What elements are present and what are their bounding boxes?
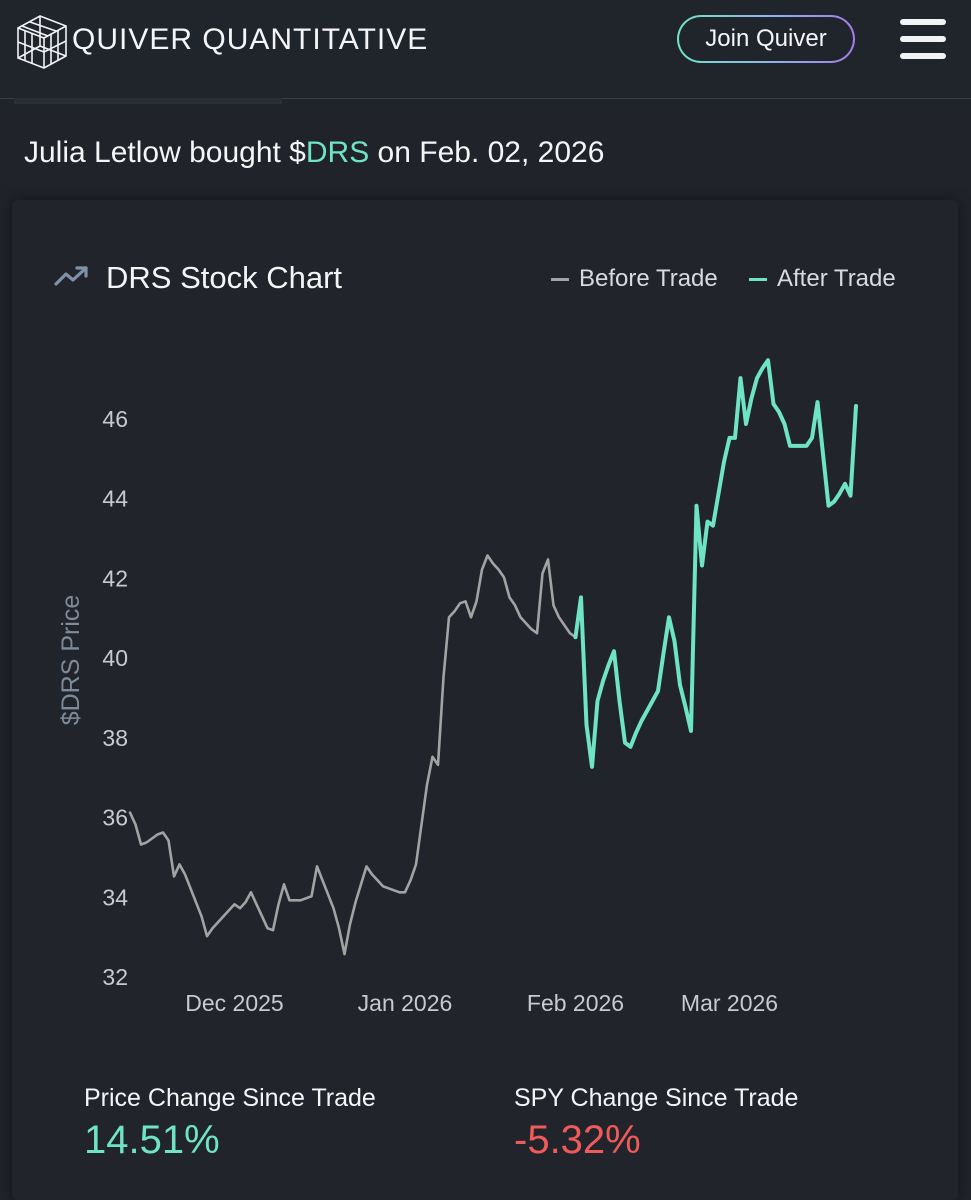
- chart-title: DRS Stock Chart: [106, 260, 343, 295]
- legend-before-swatch: [551, 277, 569, 281]
- trade-headline-suffix: on Feb. 02, 2026: [369, 136, 605, 169]
- series-line-after-trade[interactable]: [573, 358, 858, 769]
- x-tick-label: Jan 2026: [358, 990, 453, 1016]
- quiver-cube-logo-icon[interactable]: [16, 14, 68, 70]
- hamburger-menu-icon[interactable]: [900, 19, 946, 59]
- legend-after-swatch: [749, 277, 767, 281]
- y-tick-label: 38: [102, 725, 128, 751]
- x-tick-label: Dec 2025: [185, 990, 283, 1016]
- price-change-value: 14.51%: [84, 1118, 220, 1162]
- legend-before-label: Before Trade: [579, 265, 718, 292]
- price-change-label: Price Change Since Trade: [84, 1084, 376, 1112]
- y-tick-label: 34: [102, 884, 128, 910]
- spy-change-label: SPY Change Since Trade: [514, 1084, 799, 1112]
- y-axis-label: $DRS Price: [57, 595, 85, 726]
- y-tick-label: 40: [102, 645, 128, 671]
- legend-after-trade[interactable]: After Trade: [749, 264, 896, 294]
- legend-after-label: After Trade: [777, 265, 896, 292]
- spy-change-value: -5.32%: [514, 1118, 641, 1162]
- x-tick-label: Feb 2026: [527, 990, 624, 1016]
- header-tab-shadow: [14, 98, 282, 104]
- y-tick-label: 42: [102, 565, 128, 591]
- legend-before-trade[interactable]: Before Trade: [551, 264, 718, 294]
- trade-headline: Julia Letlow bought $DRS on Feb. 02, 202…: [24, 134, 604, 172]
- trade-headline-prefix: Julia Letlow bought $: [24, 136, 306, 169]
- y-tick-label: 32: [102, 964, 128, 990]
- join-quiver-button[interactable]: Join Quiver: [677, 15, 855, 63]
- price-line-chart[interactable]: 32 34 36 38 40 42 44 46 $DRS Price Dec 2025 Jan 2…: [0, 300, 971, 1040]
- site-header: QUIVER QUANTITATIVE Join Quiver: [0, 0, 971, 99]
- brand-name[interactable]: QUIVER QUANTITATIVE: [72, 23, 429, 56]
- stock-chart-card: [12, 200, 958, 1200]
- y-tick-label: 46: [102, 406, 128, 432]
- y-tick-label: 36: [102, 805, 128, 831]
- ticker-link[interactable]: DRS: [305, 136, 370, 169]
- x-tick-label: Mar 2026: [681, 990, 778, 1016]
- series-line-before-trade[interactable]: [128, 554, 577, 956]
- trending-up-icon: [54, 266, 88, 286]
- y-tick-label: 44: [102, 486, 128, 512]
